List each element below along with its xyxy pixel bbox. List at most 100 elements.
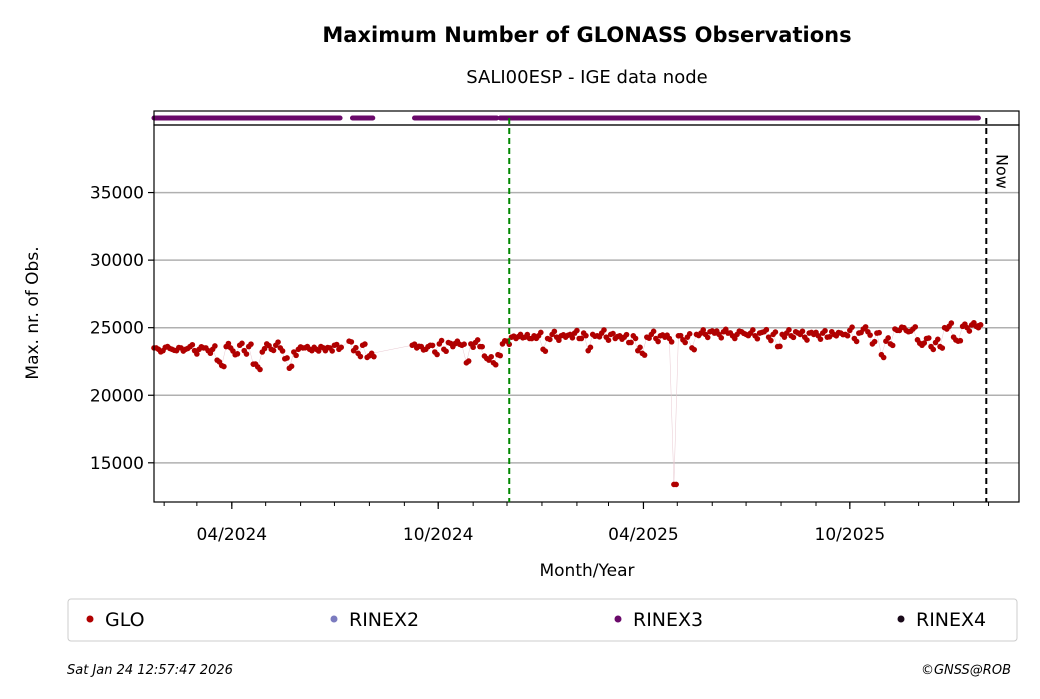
glo-point [777, 343, 783, 350]
y-tick-label: 25000 [90, 319, 144, 339]
glo-point [637, 344, 643, 351]
glo-point [826, 334, 833, 340]
glo-point [804, 337, 810, 343]
y-tick-label: 30000 [90, 251, 144, 271]
glo-point [371, 353, 377, 360]
x-axis: 04/2024 10/2024 04/2025 10/2025 [163, 502, 990, 545]
glo-point [261, 345, 268, 352]
legend-marker-glo [86, 615, 94, 623]
glo-point [583, 332, 589, 339]
glo-point [315, 348, 322, 354]
y-axis: 15000 20000 25000 30000 35000 [90, 184, 154, 474]
grid-lines [154, 191, 1019, 464]
glo-point [655, 338, 661, 345]
legend-marker-rinex2 [330, 615, 338, 623]
glo-point [574, 327, 580, 334]
glo-point [948, 320, 955, 326]
glo-point [700, 327, 707, 333]
data-points [151, 319, 984, 488]
glo-point [542, 348, 549, 354]
strip-frame [153, 110, 1020, 126]
glo-point [862, 324, 869, 330]
legend-label-rinex2: RINEX2 [349, 609, 419, 631]
glo-point [270, 347, 277, 354]
glo-point [704, 334, 711, 341]
glo-point [601, 327, 607, 333]
glo-point [939, 345, 946, 351]
glo-point [610, 330, 616, 337]
glo-point [465, 358, 472, 364]
plot-frame [153, 124, 1020, 503]
glo-point [234, 351, 241, 357]
glo-point [718, 335, 725, 341]
glo-point [677, 332, 684, 339]
glo-point [623, 331, 630, 338]
glo-point [822, 327, 828, 334]
glo-point [461, 341, 467, 347]
glo-point [632, 335, 639, 342]
glo-point [243, 351, 250, 357]
glo-point [605, 337, 612, 343]
y-tick-label: 15000 [90, 454, 144, 474]
glo-point [221, 363, 227, 370]
glo-point [569, 334, 576, 341]
glo-point [691, 346, 698, 353]
glo-point [492, 361, 499, 368]
glo-point [357, 353, 364, 360]
y-tick-label: 35000 [90, 184, 144, 204]
glo-point [786, 327, 792, 333]
chart-title: Maximum Number of GLONASS Observations [322, 23, 851, 47]
glo-point [966, 328, 973, 334]
glo-point [434, 351, 440, 358]
legend-label-rinex4: RINEX4 [916, 609, 986, 631]
now-label: Now [992, 154, 1011, 189]
glo-point [628, 339, 634, 346]
x-axis-label: Month/Year [539, 561, 634, 581]
glo-point [977, 322, 984, 328]
glo-point [781, 334, 788, 340]
glo-point [225, 340, 232, 347]
legend-marker-rinex3 [614, 615, 622, 623]
glo-point [288, 363, 295, 370]
x-tick-label: 04/2024 [197, 525, 268, 545]
glo-point [682, 339, 688, 346]
glo-point [488, 353, 495, 360]
x-tick-label: 10/2025 [815, 525, 886, 545]
glo-point [248, 341, 254, 347]
glo-connector-line [153, 324, 979, 485]
glo-point [768, 337, 774, 344]
glo-point [871, 338, 878, 345]
glo-point [470, 344, 476, 351]
glo-point [650, 328, 657, 335]
glo-point [284, 355, 290, 361]
glo-point [912, 324, 919, 330]
legend: GLO RINEX2 RINEX3 RINEX4 [86, 609, 986, 631]
glo-point [844, 332, 851, 339]
glo-point [925, 335, 932, 341]
glo-point [853, 338, 860, 345]
glo-point [686, 331, 693, 337]
legend-label-glo: GLO [105, 609, 145, 631]
glo-point [194, 351, 200, 357]
glo-point [889, 342, 896, 349]
glo-point [817, 336, 824, 342]
glo-point [957, 337, 964, 344]
glo-point [189, 341, 196, 348]
glo-point [275, 339, 281, 345]
glo-point [772, 329, 779, 335]
y-axis-label: Max. nr. of Obs. [23, 246, 43, 379]
glo-point [239, 340, 245, 347]
glo-point [474, 337, 481, 343]
glo-point [293, 352, 299, 359]
glo-point [438, 337, 445, 344]
glo-point [257, 366, 263, 373]
legend-marker-rinex4 [897, 615, 905, 623]
glo-point [506, 341, 513, 348]
glo-point [799, 328, 806, 335]
glo-point [479, 343, 485, 350]
glo-point [763, 326, 770, 333]
glo-point [849, 324, 855, 330]
glo-point [876, 329, 882, 336]
glo-point [668, 339, 675, 345]
